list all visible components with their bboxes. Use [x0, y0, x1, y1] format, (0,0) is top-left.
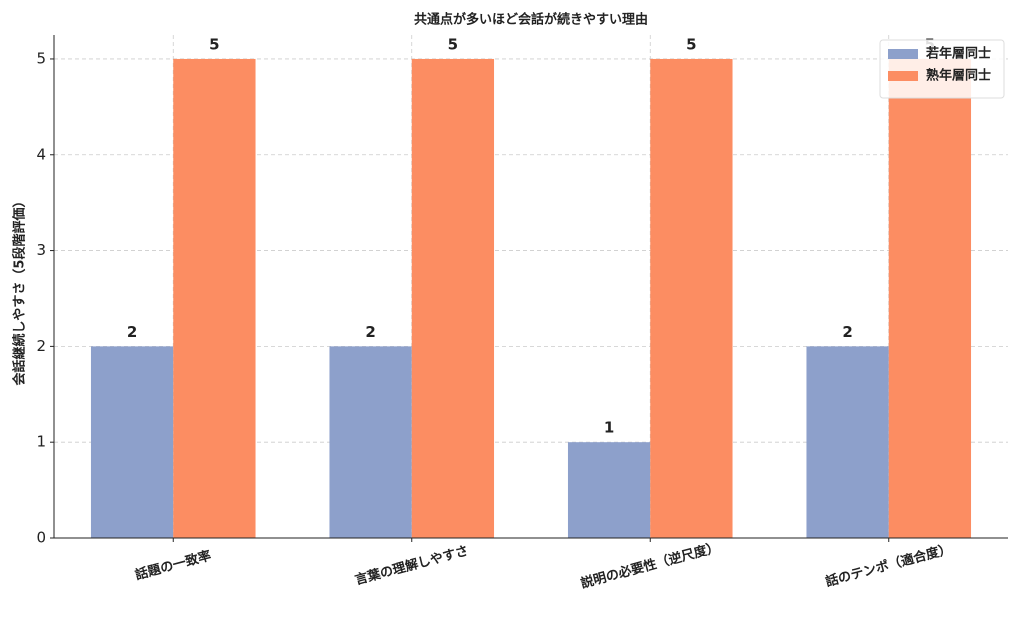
data-label: 2 — [842, 323, 852, 341]
y-tick-label: 3 — [36, 241, 46, 259]
data-label: 5 — [448, 35, 458, 53]
legend-label: 若年層同士 — [925, 46, 991, 62]
y-tick-label: 4 — [36, 145, 46, 163]
x-tick-label: 話のテンポ（適合度） — [824, 541, 954, 590]
data-label: 1 — [604, 419, 614, 437]
x-tick-label: 話題の一致率 — [133, 548, 212, 584]
legend-swatch — [888, 71, 918, 81]
y-tick-label: 2 — [36, 337, 46, 355]
bar — [411, 58, 495, 538]
bar — [329, 346, 412, 538]
legend-label: 熟年層同士 — [926, 68, 991, 84]
y-tick-label: 1 — [36, 433, 46, 451]
bar — [567, 442, 651, 538]
bar — [806, 346, 889, 538]
y-tick-label: 0 — [36, 529, 46, 547]
bar — [650, 58, 733, 538]
bar — [90, 346, 174, 538]
bar — [173, 58, 256, 538]
legend-swatch — [888, 49, 918, 59]
data-label: 2 — [127, 323, 137, 341]
data-label: 5 — [209, 35, 219, 53]
bar — [888, 58, 972, 538]
x-tick-label: 説明の必要性（逆尺度） — [579, 539, 721, 591]
data-label: 5 — [686, 35, 696, 53]
x-tick-label: 言葉の理解しやすさ — [353, 543, 470, 589]
y-axis-label: 会話継続しやすさ（5段階評価） — [12, 195, 28, 386]
data-label: 2 — [365, 323, 375, 341]
chart-title: 共通点が多いほど会話が続きやすい理由 — [414, 12, 648, 28]
y-tick-label: 5 — [36, 49, 46, 67]
